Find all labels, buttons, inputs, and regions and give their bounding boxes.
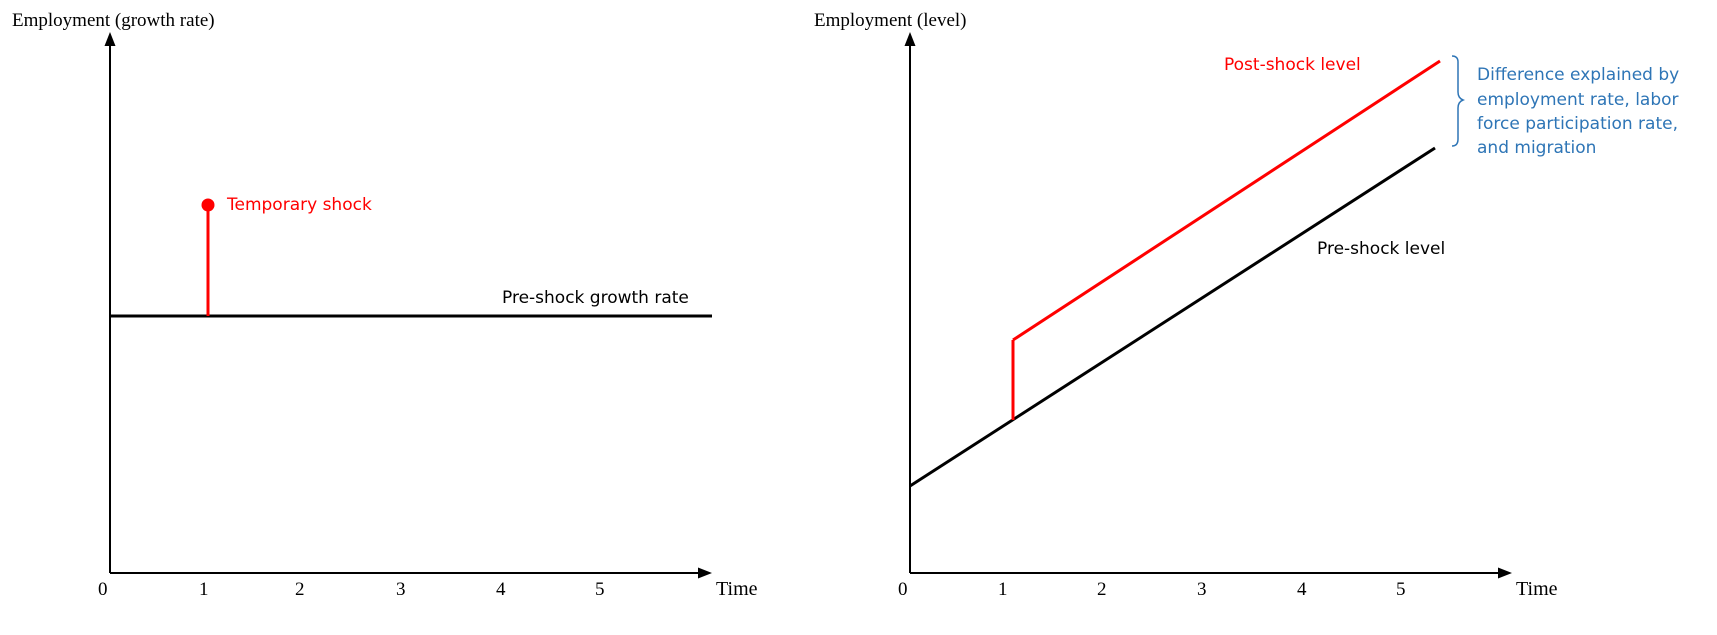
difference-note-line-1: Difference explained by — [1477, 65, 1679, 85]
right-tick-label-2: 2 — [1097, 579, 1107, 600]
pre-shock-growth-label: Pre-shock growth rate — [502, 288, 689, 308]
post-shock-level-label: Post-shock level — [1224, 55, 1361, 75]
right-y-axis-label: Employment (level) — [814, 10, 966, 31]
left-tick-label-4: 4 — [496, 579, 506, 600]
left-tick-label-1: 1 — [199, 579, 209, 600]
pre-shock-level-line — [909, 146, 1436, 488]
right-y-axis-arrow-icon — [904, 32, 916, 46]
right-origin-label: 0 — [898, 579, 908, 600]
left-x-axis-label: Time — [716, 578, 758, 600]
difference-note-line-4: and migration — [1477, 138, 1596, 158]
difference-note-line-3: force participation rate, — [1477, 114, 1678, 134]
right-tick-label-5: 5 — [1396, 579, 1406, 600]
right-tick-label-4: 4 — [1297, 579, 1307, 600]
difference-note-line-2: employment rate, labor — [1477, 90, 1679, 110]
right-tick-label-1: 1 — [998, 579, 1008, 600]
left-y-axis-arrow-icon — [104, 32, 116, 46]
left-panel: Employment (growth rate) 0 1 2 3 4 5 Tim… — [12, 10, 758, 600]
post-shock-level-line — [1012, 59, 1441, 342]
right-brace-icon — [1451, 55, 1466, 147]
temporary-shock-label: Temporary shock — [226, 195, 372, 215]
left-x-axis-arrow-icon — [698, 567, 712, 579]
left-tick-label-5: 5 — [595, 579, 605, 600]
pre-shock-level-label: Pre-shock level — [1317, 239, 1445, 259]
left-y-axis-label: Employment (growth rate) — [12, 10, 215, 31]
left-origin-label: 0 — [98, 579, 108, 600]
temporary-shock-dot — [201, 198, 215, 212]
right-x-axis-label: Time — [1516, 578, 1558, 600]
right-panel: Employment (level) 0 1 2 3 4 5 Time Pre-… — [814, 10, 1685, 600]
difference-note: Difference explained by employment rate,… — [1477, 65, 1685, 158]
right-tick-label-3: 3 — [1197, 579, 1207, 600]
right-x-axis-arrow-icon — [1498, 567, 1512, 579]
left-tick-label-2: 2 — [295, 579, 305, 600]
left-tick-label-3: 3 — [396, 579, 406, 600]
